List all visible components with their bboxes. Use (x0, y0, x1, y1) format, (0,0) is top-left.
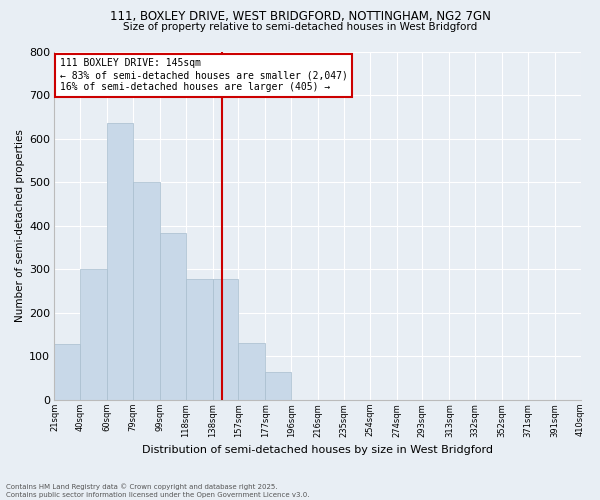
Text: Size of property relative to semi-detached houses in West Bridgford: Size of property relative to semi-detach… (123, 22, 477, 32)
Text: Contains HM Land Registry data © Crown copyright and database right 2025.
Contai: Contains HM Land Registry data © Crown c… (6, 484, 310, 498)
Bar (238, 344, 265, 400)
Bar (107, 124, 133, 400)
Bar (212, 279, 238, 400)
Bar (185, 279, 212, 400)
Bar (80, 270, 107, 400)
Bar (265, 372, 291, 400)
Y-axis label: Number of semi-detached properties: Number of semi-detached properties (15, 130, 25, 322)
X-axis label: Distribution of semi-detached houses by size in West Bridgford: Distribution of semi-detached houses by … (142, 445, 493, 455)
Bar (133, 182, 160, 400)
Bar (160, 233, 185, 400)
Text: 111, BOXLEY DRIVE, WEST BRIDGFORD, NOTTINGHAM, NG2 7GN: 111, BOXLEY DRIVE, WEST BRIDGFORD, NOTTI… (110, 10, 490, 23)
Text: 111 BOXLEY DRIVE: 145sqm
← 83% of semi-detached houses are smaller (2,047)
16% o: 111 BOXLEY DRIVE: 145sqm ← 83% of semi-d… (60, 58, 347, 92)
Bar (55, 344, 80, 400)
